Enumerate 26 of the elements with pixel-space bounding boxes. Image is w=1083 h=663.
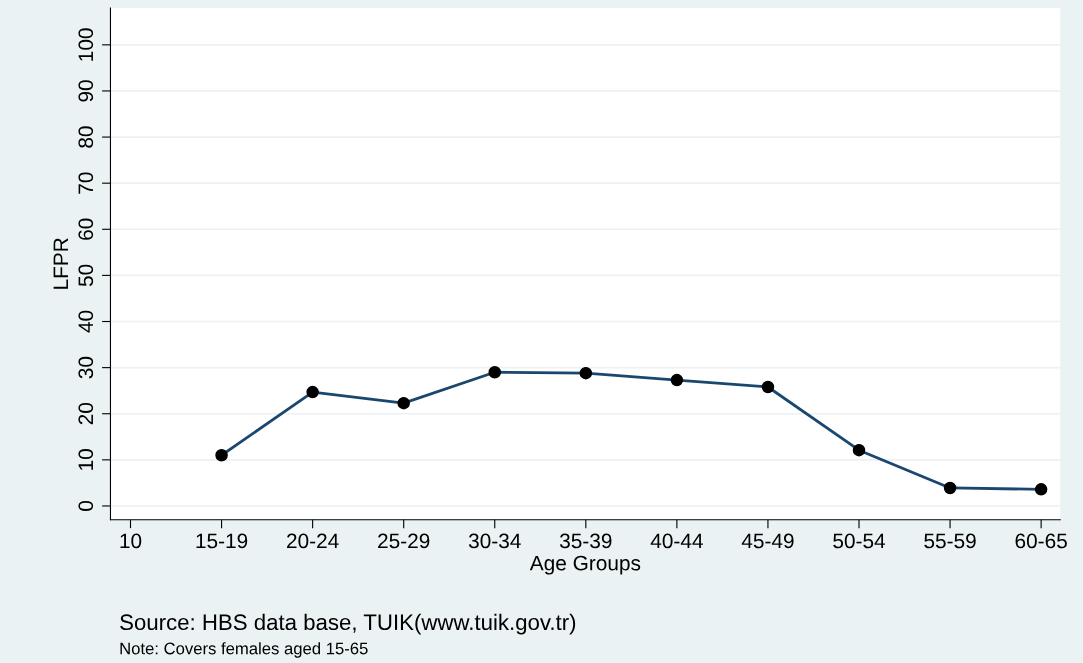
- x-axis-title: Age Groups: [529, 555, 641, 575]
- x-tick-label: 15-19: [196, 533, 248, 549]
- source-note: Source: HBS data base, TUIK(www.tuik.gov.tr): [120, 613, 576, 635]
- x-tick-label: 35-39: [559, 533, 612, 549]
- y-tick-label: 10: [78, 449, 94, 470]
- x-tick-label: 60-65: [1015, 533, 1067, 549]
- x-tick-label: 10: [120, 533, 142, 549]
- y-tick-label: 70: [78, 172, 94, 194]
- y-tick-label: 0: [78, 500, 94, 511]
- x-tick-label: 20-24: [287, 533, 339, 549]
- x-tick-label: 40-44: [650, 533, 703, 549]
- x-tick-label: 50-54: [833, 533, 886, 549]
- y-tick-label: 50: [78, 264, 94, 287]
- y-tick-label: 20: [78, 402, 94, 425]
- y-tick-label: 40: [78, 310, 94, 333]
- y-tick-label: 80: [78, 126, 94, 148]
- y-tick-label: 60: [78, 218, 94, 240]
- y-tick-label: 90: [78, 80, 94, 102]
- y-tick-label: 30: [78, 356, 94, 379]
- x-tick-label: 45-49: [741, 533, 794, 549]
- y-axis-title: LFPR: [53, 238, 68, 289]
- x-tick-label: 55-59: [924, 533, 976, 549]
- text: Note: Covers females aged 15-65: [120, 642, 368, 658]
- x-tick-label: 25-29: [378, 533, 430, 549]
- y-tick-label: 100: [78, 28, 94, 61]
- x-tick-label: 30-34: [468, 533, 521, 549]
